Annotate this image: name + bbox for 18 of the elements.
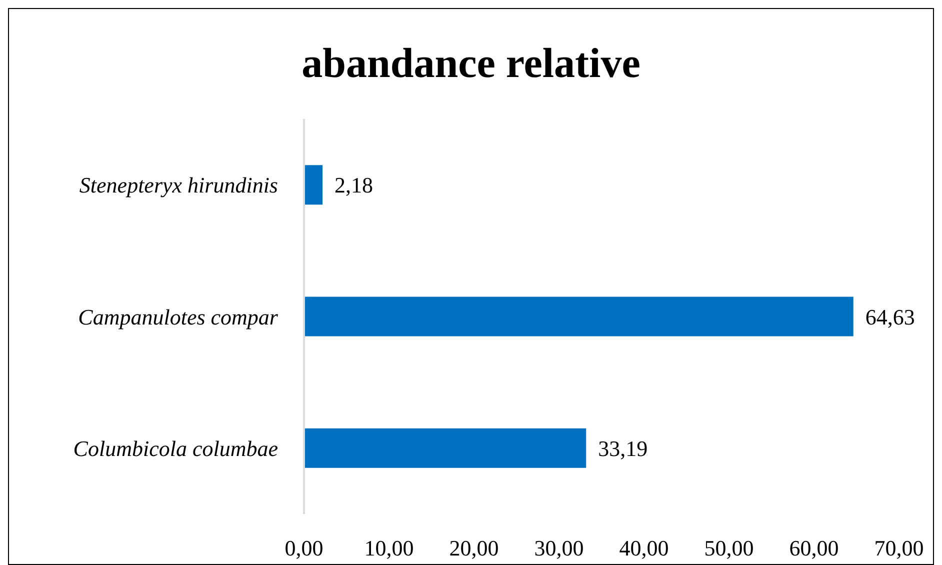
x-tick-label: 50,00 xyxy=(704,536,754,561)
x-tick-label: 70,00 xyxy=(874,536,924,561)
x-tick-label: 30,00 xyxy=(534,536,584,561)
x-tick-label: 0,00 xyxy=(284,536,324,561)
x-tick-label: 60,00 xyxy=(789,536,839,561)
y-tick-label: Columbicola columbae xyxy=(73,436,278,461)
y-tick-label: Campanulotes compar xyxy=(78,304,278,330)
data-label: 33,19 xyxy=(598,436,648,461)
x-tick-label: 20,00 xyxy=(449,536,499,561)
x-tick-label: 40,00 xyxy=(619,536,669,561)
chart-title: abandance relative xyxy=(300,40,642,89)
data-label: 2,18 xyxy=(334,172,374,198)
data-label: 64,63 xyxy=(865,304,915,330)
x-tick-label: 10,00 xyxy=(364,536,414,561)
bar xyxy=(304,428,586,468)
bar xyxy=(304,296,854,336)
bar xyxy=(304,165,323,205)
y-tick-label: Stenepteryx hirundinis xyxy=(79,172,278,198)
